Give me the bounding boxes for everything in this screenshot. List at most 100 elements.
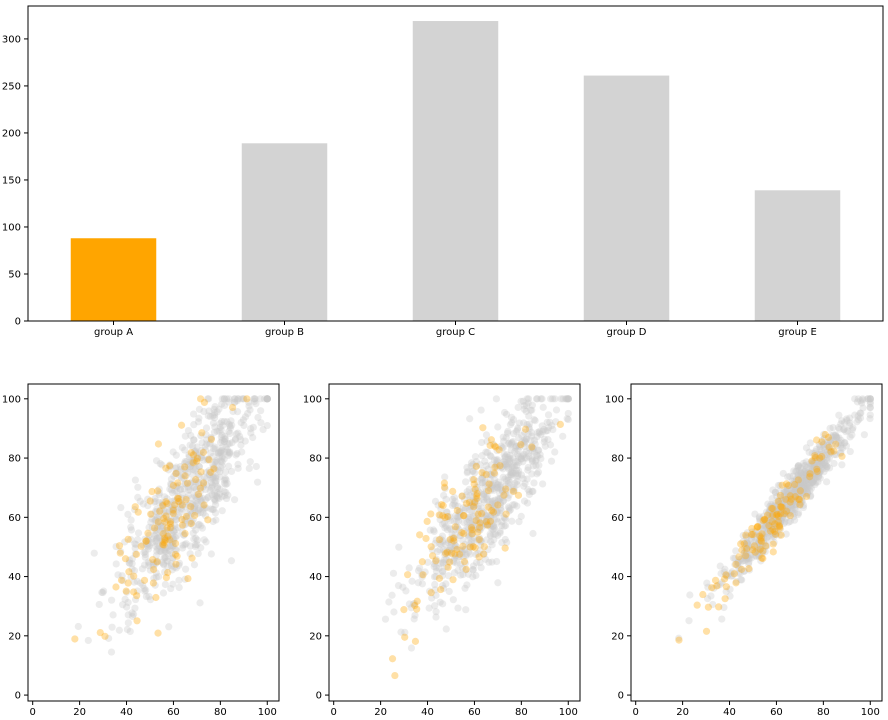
- scatter-point: [685, 617, 693, 625]
- scatter-point-highlight: [769, 548, 777, 556]
- scatter-point: [501, 460, 509, 469]
- scatter-axes-frame: [328, 383, 581, 702]
- scatter-point: [131, 604, 139, 612]
- scatter-point: [736, 569, 744, 577]
- scatter-point: [813, 468, 821, 476]
- scatter-point: [796, 478, 804, 486]
- scatter-point: [773, 505, 781, 513]
- scatter-point-highlight: [776, 510, 785, 518]
- scatter-point-highlight: [722, 583, 730, 591]
- scatter-point: [168, 523, 176, 532]
- scatter-point: [411, 611, 419, 619]
- scatter-point: [208, 483, 216, 491]
- scatter-point: [474, 504, 482, 513]
- scatter-point: [213, 408, 221, 416]
- scatter-point: [123, 603, 131, 611]
- scatter-point: [142, 586, 150, 594]
- scatter-point-highlight: [117, 576, 126, 584]
- scatter-point: [547, 457, 556, 465]
- scatter-point: [499, 444, 507, 452]
- scatter-point: [153, 547, 161, 555]
- scatter-point: [184, 426, 193, 435]
- scatter-point: [216, 439, 225, 447]
- scatter-point: [745, 554, 753, 563]
- scatter-point: [483, 492, 491, 501]
- scatter-point: [740, 567, 748, 575]
- scatter-point: [767, 524, 776, 532]
- scatter-point: [204, 455, 212, 463]
- scatter-point: [186, 542, 194, 550]
- scatter-point: [167, 480, 175, 488]
- scatter-point: [500, 458, 508, 466]
- scatter-point: [141, 548, 149, 556]
- scatter-point: [743, 539, 751, 547]
- scatter-point: [121, 595, 129, 603]
- scatter-point: [496, 527, 504, 535]
- scatter-point: [134, 529, 143, 537]
- scatter-point: [752, 532, 760, 540]
- scatter-point: [160, 546, 169, 554]
- scatter-point: [778, 497, 786, 505]
- scatter-point: [218, 461, 226, 470]
- scatter-point: [843, 416, 851, 425]
- scatter-point-highlight: [702, 627, 711, 635]
- scatter-point: [561, 395, 570, 403]
- scatter-point-highlight: [769, 540, 777, 548]
- scatter-point: [438, 520, 447, 528]
- scatter-point: [459, 553, 467, 561]
- scatter-point: [836, 449, 845, 457]
- scatter-point: [152, 516, 160, 524]
- scatter-point: [506, 451, 514, 459]
- scatter-point: [513, 461, 521, 470]
- x-tick-label: 100: [258, 707, 277, 718]
- scatter-point: [790, 516, 799, 524]
- scatter-point: [792, 485, 800, 493]
- scatter-point: [792, 491, 800, 499]
- scatter-point-highlight: [832, 440, 840, 448]
- scatter-point: [124, 598, 132, 607]
- y-tick-label: 100: [605, 394, 624, 405]
- scatter-point-highlight: [449, 487, 457, 495]
- scatter-point: [521, 479, 529, 487]
- scatter-point-highlight: [172, 469, 180, 478]
- scatter-point-highlight: [740, 540, 748, 548]
- scatter-point-highlight: [776, 522, 784, 531]
- scatter-point: [192, 534, 200, 542]
- scatter-point: [200, 407, 208, 416]
- scatter-point: [171, 526, 179, 534]
- scatter-point: [552, 406, 561, 414]
- scatter-point: [500, 457, 508, 466]
- x-tick-label: 0: [30, 707, 36, 718]
- scatter-point: [181, 515, 189, 523]
- scatter-point: [185, 451, 193, 459]
- scatter-point: [461, 545, 469, 553]
- scatter-point: [788, 486, 796, 494]
- scatter-point: [832, 433, 840, 441]
- scatter-point: [455, 553, 463, 561]
- scatter-point: [175, 576, 183, 584]
- scatter-point: [783, 508, 791, 516]
- scatter-point: [727, 569, 735, 577]
- scatter-point: [508, 419, 516, 427]
- scatter-point: [252, 462, 260, 471]
- scatter-point: [439, 582, 447, 590]
- scatter-point: [185, 502, 193, 510]
- scatter-point: [762, 518, 770, 526]
- scatter-point: [174, 481, 182, 489]
- scatter-point: [803, 486, 811, 494]
- scatter-point: [787, 486, 795, 494]
- scatter-point-highlight: [160, 538, 168, 547]
- scatter-point: [835, 425, 844, 433]
- scatter-point: [744, 560, 753, 568]
- scatter-point: [772, 507, 780, 515]
- scatter-point: [167, 535, 175, 543]
- scatter-point: [814, 455, 822, 464]
- scatter-point: [797, 499, 805, 507]
- scatter-point: [172, 515, 180, 523]
- scatter-point: [168, 538, 176, 547]
- scatter-point: [756, 543, 764, 551]
- scatter-point: [802, 472, 810, 481]
- scatter-point: [851, 411, 859, 419]
- scatter-point: [746, 551, 754, 559]
- scatter-point: [817, 446, 826, 455]
